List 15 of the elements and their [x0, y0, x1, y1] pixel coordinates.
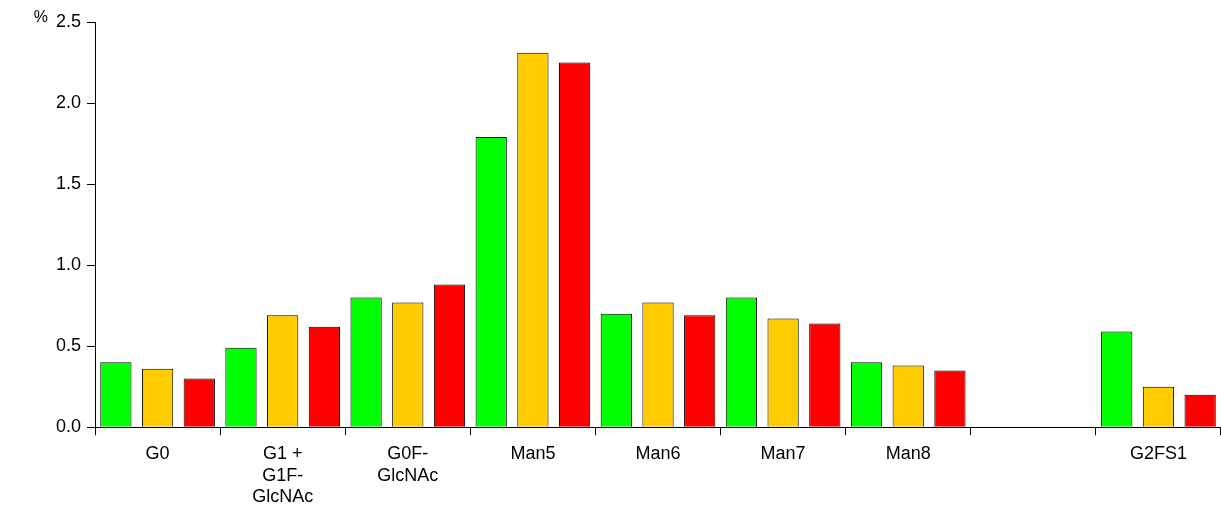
y-axis-title: %: [33, 8, 48, 26]
x-tick-label: G0F- GlcNAc: [377, 442, 439, 485]
y-tick-label: 2.5: [55, 10, 82, 31]
x-tick-label: Man5: [510, 442, 556, 463]
y-tick-label: 1.5: [55, 173, 82, 194]
x-tick-label: Man6: [635, 442, 681, 463]
y-tick-label: 2.0: [55, 92, 82, 113]
x-tick-label: G2FS1: [1129, 442, 1187, 463]
x-tick-label: Man8: [885, 442, 931, 463]
x-tick-label: Man7: [760, 442, 806, 463]
y-tick-label: 0.5: [55, 335, 82, 356]
x-tick-label: G0: [145, 442, 170, 463]
x-tick-label: G1 + G1F- GlcNAc: [252, 442, 314, 507]
y-tick-label: 0.0: [55, 416, 82, 437]
y-tick-label: 1.0: [55, 254, 82, 275]
